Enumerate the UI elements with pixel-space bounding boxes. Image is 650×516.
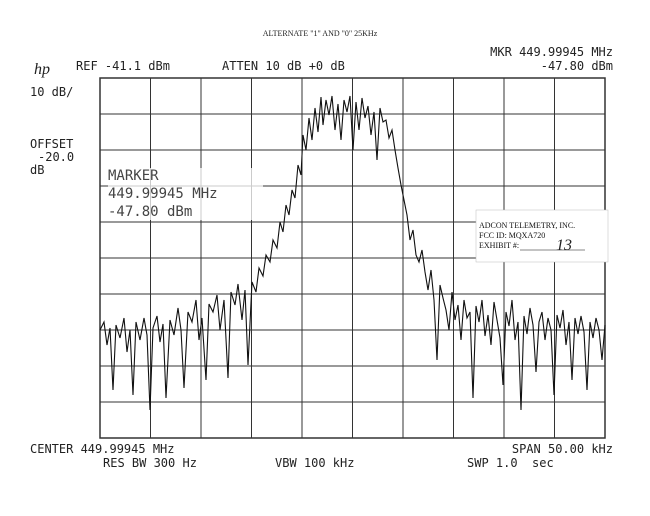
trace xyxy=(99,95,606,411)
marker-frequency: MKR 449.99945 MHz xyxy=(490,45,613,59)
attenuation: ATTEN 10 dB +0 dB xyxy=(222,59,345,73)
offset-value: -20.0 xyxy=(38,150,74,164)
graticule xyxy=(99,77,606,439)
exhibit-stamp xyxy=(475,209,609,263)
video-bandwidth: VBW 100 kHz xyxy=(275,456,354,470)
marker-title: MARKER xyxy=(108,168,159,184)
resolution-bandwidth: RES BW 300 Hz xyxy=(103,456,197,470)
marker-level: -47.80 dBm xyxy=(108,204,192,220)
stamp-fcc-id: FCC ID: MQXA720 xyxy=(479,231,545,240)
stamp-exhibit: EXHIBIT #: xyxy=(479,241,519,250)
offset-label: OFFSET xyxy=(30,137,73,151)
span: SPAN 50.00 kHz xyxy=(512,442,613,456)
offset-unit: dB xyxy=(30,163,44,177)
ref-level: REF -41.1 dBm xyxy=(76,59,170,73)
stamp-number: 13 xyxy=(556,237,572,254)
center-frequency: CENTER 449.99945 MHz xyxy=(30,442,175,456)
marker-level: -47.80 dBm xyxy=(541,59,613,73)
scale: 10 dB/ xyxy=(30,85,73,99)
marker-freq: 449.99945 MHz xyxy=(108,186,218,202)
title: ALTERNATE "1" AND "0" 25KHz xyxy=(263,29,378,38)
sweep-time: SWP 1.0 sec xyxy=(467,456,554,470)
logo: hp xyxy=(34,61,50,78)
stamp-company: ADCON TELEMETRY, INC. xyxy=(479,221,575,230)
marker-backdrop xyxy=(108,168,263,220)
